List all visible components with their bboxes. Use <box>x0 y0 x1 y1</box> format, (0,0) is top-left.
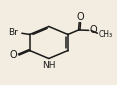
Text: O: O <box>10 50 17 60</box>
Text: Br: Br <box>8 28 18 37</box>
Text: CH₃: CH₃ <box>98 30 112 39</box>
Text: O: O <box>89 25 97 35</box>
Text: O: O <box>76 12 84 22</box>
Text: NH: NH <box>42 61 56 70</box>
